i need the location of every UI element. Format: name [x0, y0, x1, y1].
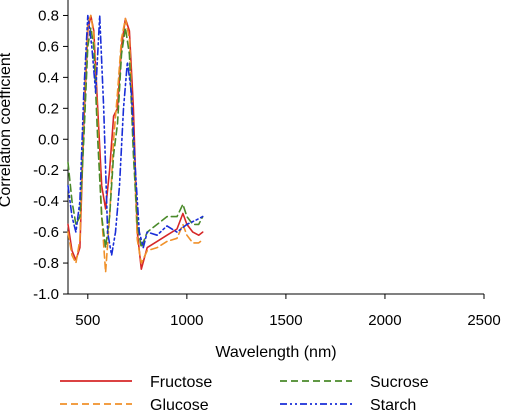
legend-label-sucrose: Sucrose [370, 374, 429, 391]
x-tick-label: 2500 [467, 312, 500, 329]
y-tick-label: -0.8 [33, 255, 59, 272]
x-axis-title: Wavelength (nm) [215, 344, 336, 361]
x-axis-ticks: 500 1000 1500 2000 2500 [75, 294, 501, 329]
series-line-starch [67, 14, 204, 257]
plot-area: -1.0 -0.8 -0.6 -0.4 -0.2 0.0 0.2 0.4 0.6 0.8 500 1… [33, 0, 501, 329]
legend-label-glucose: Glucose [150, 397, 209, 414]
legend-label-fructose: Fructose [150, 374, 212, 391]
legend: Fructose Sucrose Glucose Starch [60, 374, 429, 414]
y-tick-label: 0.2 [38, 100, 59, 117]
y-axis-ticks: -1.0 -0.8 -0.6 -0.4 -0.2 0.0 0.2 0.4 0.6 0.8 [33, 7, 68, 303]
series-lines [67, 14, 204, 274]
x-tick-label: 2000 [368, 312, 401, 329]
y-tick-label: -0.6 [33, 224, 59, 241]
y-tick-label: 0.8 [38, 7, 59, 24]
y-tick-label: -0.4 [33, 193, 59, 210]
y-axis-title: Correlation coefficient [0, 52, 14, 207]
x-tick-label: 1500 [269, 312, 302, 329]
x-tick-label: 1000 [170, 312, 203, 329]
series-line-sucrose [67, 27, 204, 249]
legend-label-starch: Starch [370, 397, 416, 414]
y-tick-label: -1.0 [33, 286, 59, 303]
y-tick-label: 0.0 [38, 131, 59, 148]
y-tick-label: 0.4 [38, 69, 59, 86]
y-tick-label: -0.2 [33, 162, 59, 179]
series-line-glucose [67, 14, 204, 274]
x-tick-label: 500 [75, 312, 100, 329]
y-tick-label: 0.6 [38, 38, 59, 55]
